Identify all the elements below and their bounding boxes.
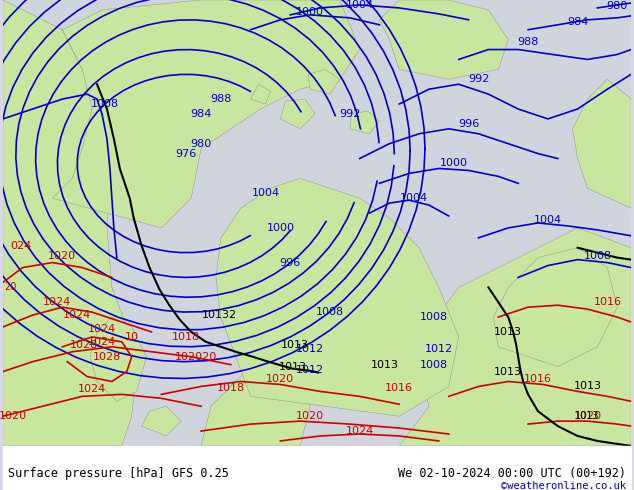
Polygon shape	[53, 0, 359, 228]
Text: 984: 984	[190, 109, 212, 119]
Text: 1012: 1012	[425, 344, 453, 354]
Text: 1024: 1024	[78, 385, 106, 394]
Text: 102020: 102020	[175, 352, 217, 362]
Text: 1028: 1028	[93, 352, 121, 362]
Text: 984: 984	[567, 17, 588, 27]
Text: 1013: 1013	[279, 362, 307, 371]
Text: 1013: 1013	[281, 340, 309, 350]
Text: 10132: 10132	[202, 310, 236, 320]
Text: Surface pressure [hPa] GFS 0.25: Surface pressure [hPa] GFS 0.25	[8, 467, 229, 480]
Text: 1024: 1024	[346, 426, 373, 436]
Polygon shape	[573, 79, 631, 208]
Text: 024: 024	[10, 241, 31, 251]
Text: 10: 10	[125, 332, 139, 342]
Text: 1013: 1013	[495, 367, 522, 377]
Polygon shape	[280, 99, 315, 129]
Text: 1012: 1012	[296, 344, 324, 354]
Polygon shape	[350, 111, 379, 134]
Text: 1020: 1020	[296, 411, 324, 421]
Text: 1020: 1020	[573, 411, 602, 421]
Text: 988: 988	[517, 37, 539, 47]
Text: 976: 976	[176, 148, 197, 159]
Text: 1018: 1018	[172, 332, 200, 342]
Text: We 02-10-2024 00:00 UTC (00+192): We 02-10-2024 00:00 UTC (00+192)	[398, 467, 626, 480]
Text: 1013: 1013	[574, 381, 602, 392]
Text: 1004: 1004	[252, 188, 280, 198]
Text: ©weatheronline.co.uk: ©weatheronline.co.uk	[501, 481, 626, 490]
Text: 1004: 1004	[534, 215, 562, 225]
Text: 1000: 1000	[296, 7, 324, 17]
Text: 1020: 1020	[266, 373, 294, 384]
Text: 1018: 1018	[217, 384, 245, 393]
Text: 1020: 1020	[0, 411, 27, 421]
Text: 980: 980	[190, 139, 212, 148]
Polygon shape	[493, 248, 618, 367]
Text: 1004: 1004	[346, 0, 373, 10]
Polygon shape	[3, 0, 137, 446]
Text: 1008: 1008	[420, 312, 448, 322]
Text: 980: 980	[607, 1, 628, 11]
Text: 1016: 1016	[385, 384, 413, 393]
Text: 1012: 1012	[296, 365, 324, 374]
Polygon shape	[250, 84, 271, 104]
Text: 1013: 1013	[495, 327, 522, 337]
Text: 20: 20	[4, 282, 17, 293]
Text: 1000: 1000	[440, 158, 468, 169]
Text: 1004: 1004	[400, 193, 428, 203]
Text: 1016: 1016	[524, 373, 552, 384]
Text: 996: 996	[458, 119, 479, 129]
Text: 1024: 1024	[43, 297, 72, 307]
Text: 1008: 1008	[316, 307, 344, 317]
Text: ©weatheronline.co.uk: ©weatheronline.co.uk	[501, 479, 626, 489]
Polygon shape	[399, 228, 631, 446]
Text: 1008: 1008	[420, 360, 448, 369]
Text: 1024: 1024	[88, 337, 116, 347]
Text: 1008: 1008	[583, 251, 611, 261]
Polygon shape	[201, 347, 310, 446]
Text: 992: 992	[339, 109, 360, 119]
Text: 1000: 1000	[266, 223, 294, 233]
Text: 1020: 1020	[48, 251, 77, 261]
Text: 1024: 1024	[88, 324, 116, 334]
Text: 1024: 1024	[63, 310, 91, 320]
Text: Surface pressure [hPa] GFS 0.25: Surface pressure [hPa] GFS 0.25	[8, 464, 229, 477]
Polygon shape	[216, 178, 458, 416]
Text: We 02-10-2024 00:00 UTC (00+192): We 02-10-2024 00:00 UTC (00+192)	[398, 464, 626, 477]
Text: 988: 988	[210, 94, 231, 104]
Text: 992: 992	[468, 74, 489, 84]
Polygon shape	[141, 406, 181, 436]
Text: 1028: 1028	[70, 340, 98, 350]
Bar	[3, 446, 631, 490]
Polygon shape	[379, 0, 508, 79]
Text: 1008: 1008	[91, 99, 119, 109]
Text: 996: 996	[280, 258, 301, 268]
Text: 1013: 1013	[370, 360, 398, 369]
Polygon shape	[90, 317, 146, 401]
Polygon shape	[308, 70, 340, 94]
Text: 1016: 1016	[593, 297, 621, 307]
Text: 1013: 1013	[575, 411, 600, 421]
